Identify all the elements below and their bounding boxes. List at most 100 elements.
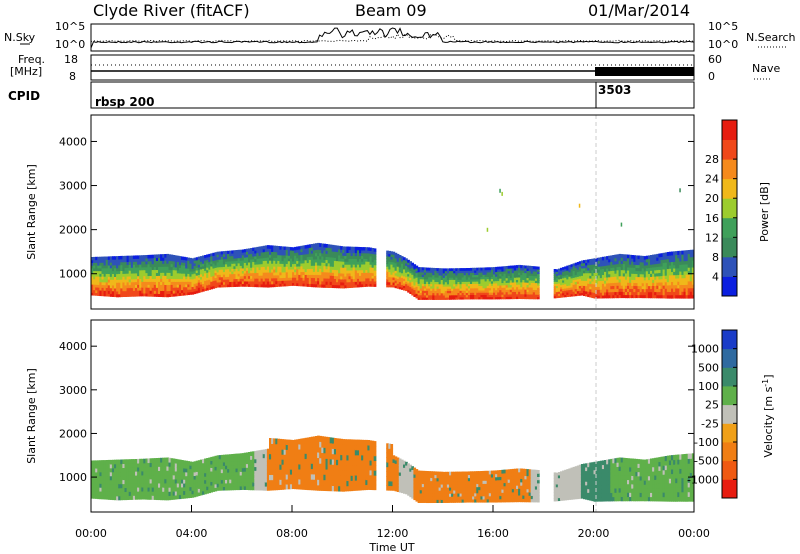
- velocity-cell: [212, 470, 216, 475]
- power-cell: [608, 291, 611, 296]
- power-cell: [269, 280, 272, 285]
- power-cell: [340, 252, 343, 256]
- power-cell: [614, 294, 618, 299]
- power-cell: [484, 278, 488, 282]
- power-cell: [333, 254, 337, 258]
- power-cell: [480, 289, 484, 293]
- power-cell: [302, 283, 306, 287]
- power-cell: [256, 255, 260, 259]
- power-cell: [419, 287, 423, 291]
- power-cell: [254, 258, 257, 262]
- power-cell: [394, 265, 398, 269]
- power-cell: [298, 254, 301, 259]
- power-cell: [666, 261, 670, 266]
- power-cell: [513, 274, 517, 278]
- velocity-cell: [220, 476, 224, 481]
- power-cell: [472, 276, 475, 280]
- power-cell: [641, 279, 645, 284]
- power-cell: [516, 296, 519, 300]
- power-cell: [139, 278, 142, 282]
- power-cell: [210, 260, 213, 265]
- power-cell: [624, 272, 628, 277]
- velocity-cell: [143, 470, 146, 476]
- power-cell: [168, 281, 172, 286]
- power-cell: [116, 288, 119, 292]
- power-cell: [421, 290, 425, 294]
- power-cell: [367, 272, 371, 276]
- power-cell: [400, 272, 404, 276]
- nsky-series: [90, 27, 695, 49]
- power-cell: [222, 266, 226, 270]
- power-cell: [122, 267, 126, 271]
- power-cell: [210, 273, 213, 277]
- power-cell: [668, 255, 672, 259]
- power-cell: [453, 294, 456, 298]
- velocity-cell: [183, 479, 186, 484]
- power-cell: [143, 263, 146, 268]
- power-cell: [258, 246, 262, 250]
- power-cell: [570, 282, 574, 286]
- power-colorbar-cell: [722, 276, 737, 297]
- velocity-cell: [130, 459, 134, 464]
- power-cell: [193, 283, 197, 287]
- power-cell: [302, 257, 306, 261]
- power-cell: [229, 281, 232, 285]
- power-cell: [202, 260, 205, 264]
- power-cell: [650, 288, 653, 293]
- power-cell: [220, 256, 224, 260]
- velocity-cell: [116, 467, 119, 473]
- power-cell: [560, 295, 563, 298]
- power-cell: [132, 290, 136, 294]
- velocity-cell: [275, 448, 278, 455]
- power-cell: [576, 285, 580, 289]
- power-cell: [455, 272, 458, 276]
- power-cell: [580, 287, 584, 291]
- power-cell: [635, 285, 639, 290]
- power-cell: [296, 268, 299, 273]
- velocity-cell: [233, 461, 237, 466]
- power-cell: [191, 268, 195, 272]
- power-cell: [93, 286, 96, 291]
- velocity-cell: [124, 471, 128, 477]
- velocity-cell: [216, 479, 220, 484]
- power-cell: [446, 272, 450, 276]
- power-cell: [405, 272, 408, 275]
- velocity-cell: [116, 475, 119, 481]
- power-cell: [361, 252, 364, 257]
- power-cell: [229, 263, 232, 267]
- power-cell: [591, 294, 595, 299]
- power-cell: [645, 291, 649, 296]
- power-cell: [595, 283, 599, 288]
- power-cell: [654, 276, 657, 280]
- power-cell: [202, 263, 205, 267]
- power-cell: [656, 288, 659, 293]
- power-cell: [231, 255, 234, 259]
- power-cell: [478, 278, 481, 282]
- velocity-cell: [118, 467, 121, 473]
- velocity-cell: [250, 455, 253, 460]
- power-cell: [662, 278, 666, 283]
- velocity-cell: [137, 491, 140, 496]
- power-cell: [114, 285, 117, 289]
- velocity-cell: [248, 452, 251, 457]
- power-cell: [597, 295, 601, 299]
- power-cell: [176, 292, 180, 297]
- velocity-cell: [191, 479, 195, 484]
- power-cell: [403, 268, 406, 272]
- power-cell: [461, 274, 465, 278]
- power-cell: [616, 266, 620, 271]
- power-cell: [340, 258, 343, 262]
- velocity-cell: [120, 483, 123, 489]
- velocity-cell: [254, 474, 257, 479]
- velocity-cell: [241, 471, 245, 476]
- power-cell: [589, 267, 592, 271]
- velocity-cell: [162, 491, 165, 496]
- power-cell: [348, 267, 352, 271]
- power-cell: [239, 270, 243, 274]
- velocity-cell: [109, 463, 113, 469]
- power-cell: [348, 284, 352, 289]
- power-cell: [650, 261, 653, 265]
- power-cell: [572, 277, 576, 281]
- power-cell: [472, 296, 475, 300]
